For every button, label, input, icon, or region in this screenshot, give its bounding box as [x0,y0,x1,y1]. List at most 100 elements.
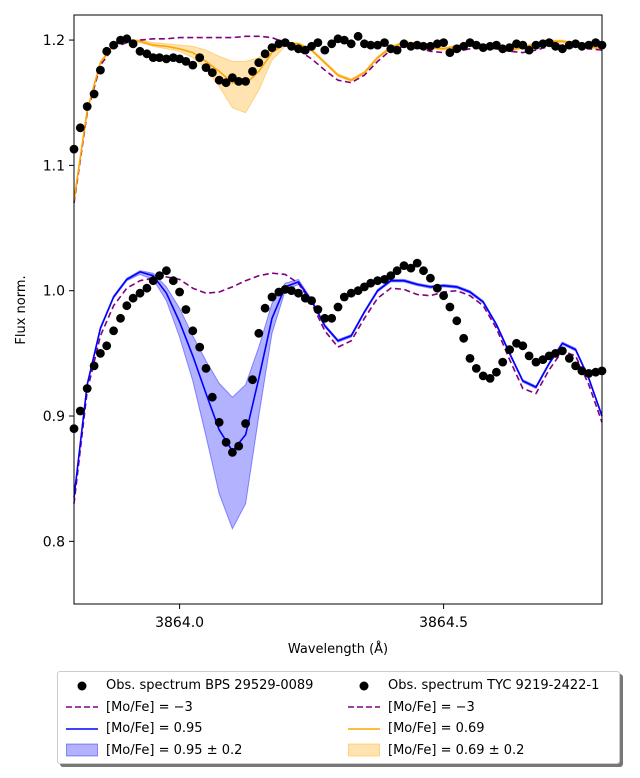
data-point [445,302,455,312]
legend-entry: Obs. spectrum BPS 29529-0089 [66,675,313,697]
data-point [142,49,152,59]
data-point [96,65,105,75]
data-point [498,357,508,367]
data-point [248,375,257,385]
data-point [577,366,587,376]
data-point [148,276,158,286]
data-point [207,68,217,77]
data-point [452,44,462,54]
data-point [558,44,567,54]
data-point [392,45,402,55]
data-point [188,326,198,336]
data-point [155,53,164,62]
data-point [366,40,376,50]
data-point [524,45,534,55]
data-point [518,341,528,351]
data-point [327,313,337,323]
data-point [452,316,462,326]
data-point [294,44,303,54]
data-point [294,288,303,298]
data-point [313,38,323,47]
legend-entry: [Mo/Fe] = 0.95 [66,718,313,740]
data-point [339,292,349,302]
legend-dot-icon [348,679,380,693]
data-point [558,346,567,356]
data-point [148,53,158,62]
data-point [201,364,211,373]
legend-label: Obs. spectrum BPS 29529-0089 [106,678,314,694]
data-point [380,38,389,47]
data-point [234,441,244,451]
data-point [518,40,528,50]
data-point [426,41,435,51]
y-axis-ticks: 0.8 0.9 1.0 1.1 1.2 [43,33,74,550]
data-point [195,53,205,62]
legend-band-icon [66,743,98,757]
data-point [412,258,422,268]
data-point [419,41,428,51]
legend-label: [Mo/Fe] = −3 [388,699,475,715]
legend-solid-line-icon [66,722,98,736]
data-point [162,266,171,276]
x-axis-label: Wavelength (Å) [288,641,388,657]
legend-label: Obs. spectrum TYC 9219-2422-1 [388,678,600,694]
data-point [465,354,475,363]
data-point [300,45,310,55]
data-point [175,287,185,297]
data-point [260,49,270,59]
data-point [307,296,316,306]
data-point [333,302,343,312]
data-point [254,58,264,67]
legend-label: [Mo/Fe] = 0.95 ± 0.2 [106,742,243,758]
data-point [353,286,363,296]
band-tyc-mo-fe-0-69-0-2 [73,38,603,202]
data-point [254,328,264,338]
data-point [214,417,224,427]
data-point [228,448,237,457]
legend-entry: [Mo/Fe] = −3 [348,697,599,719]
legend-entry: [Mo/Fe] = 0.95 ± 0.2 [66,740,313,762]
data-point [234,77,244,86]
data-point [551,349,560,358]
data-point [439,291,448,301]
data-point [505,345,514,354]
legend-dashed-line-icon [348,700,380,714]
legend-entry: [Mo/Fe] = −3 [66,697,313,719]
data-point [346,288,356,298]
data-point [492,367,501,377]
legend-label: [Mo/Fe] = −3 [106,699,193,715]
data-point [426,273,435,283]
data-point [162,54,171,64]
data-point [498,44,508,54]
data-point [392,266,402,276]
x-axis-ticks: 3864.0 3864.5 [155,604,468,631]
data-point [82,384,92,393]
data-point [89,89,99,99]
data-point [181,57,191,66]
x-tick-label: 3864.5 [419,615,468,631]
data-point [96,349,105,358]
data-point [201,63,211,72]
data-point [207,392,217,402]
line-tyc-mo-fe-0-69 [73,39,603,201]
data-point [399,261,409,270]
line-tyc-mo-fe-3 [73,35,603,204]
y-tick-label: 1.0 [43,284,65,300]
data-point [478,43,488,52]
legend-dashed-line-icon [66,700,98,714]
data-point [346,39,356,49]
data-point [135,288,145,298]
data-point [485,374,495,383]
data-point [406,263,416,273]
data-point [571,361,580,371]
data-point [128,39,138,49]
data-point [122,34,132,44]
data-point [221,78,231,88]
plot-frame [73,14,603,605]
data-point [327,39,337,49]
legend-entry: [Mo/Fe] = 0.69 [348,718,599,740]
data-point [142,283,152,293]
data-point [471,364,481,373]
data-point [505,43,514,52]
data-point [445,48,455,57]
